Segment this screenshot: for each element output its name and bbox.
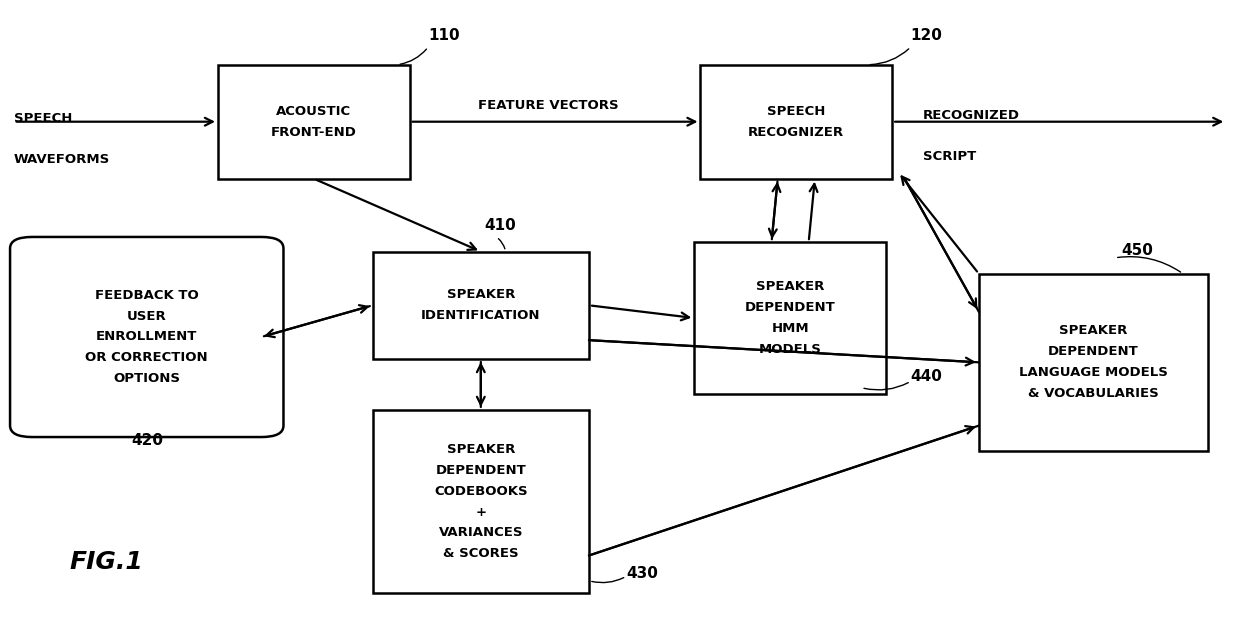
Text: 450: 450 — [1121, 243, 1153, 258]
Text: SCRIPT: SCRIPT — [923, 150, 976, 163]
Text: HMM: HMM — [771, 322, 808, 335]
Text: 120: 120 — [910, 27, 942, 43]
Bar — [372, 251, 589, 359]
Text: DEPENDENT: DEPENDENT — [435, 464, 526, 477]
Text: 430: 430 — [626, 566, 658, 581]
Text: IDENTIFICATION: IDENTIFICATION — [422, 309, 541, 322]
Text: DEPENDENT: DEPENDENT — [1048, 345, 1138, 358]
Text: RECOGNIZED: RECOGNIZED — [923, 109, 1021, 122]
Bar — [372, 410, 589, 593]
Text: CODEBOOKS: CODEBOOKS — [434, 485, 528, 498]
Text: 420: 420 — [131, 433, 164, 448]
Text: VARIANCES: VARIANCES — [439, 527, 523, 539]
Bar — [978, 273, 1208, 451]
Bar — [694, 242, 887, 394]
FancyArrowPatch shape — [864, 383, 908, 390]
FancyArrowPatch shape — [498, 238, 505, 249]
FancyArrowPatch shape — [591, 577, 624, 583]
Text: SPEAKER: SPEAKER — [756, 280, 825, 293]
Text: SPEAKER: SPEAKER — [446, 288, 515, 301]
Text: FEEDBACK TO: FEEDBACK TO — [95, 289, 198, 301]
Text: SPEECH: SPEECH — [768, 105, 826, 118]
Bar — [218, 65, 409, 179]
Text: ENROLLMENT: ENROLLMENT — [95, 331, 197, 343]
Text: 440: 440 — [910, 370, 942, 385]
FancyBboxPatch shape — [10, 237, 284, 437]
Text: & SCORES: & SCORES — [443, 548, 518, 560]
Text: 410: 410 — [484, 218, 516, 233]
Text: FRONT-END: FRONT-END — [270, 126, 357, 139]
Text: 110: 110 — [428, 27, 460, 43]
FancyArrowPatch shape — [1117, 257, 1180, 272]
Text: LANGUAGE MODELS: LANGUAGE MODELS — [1019, 366, 1168, 379]
Text: +: + — [475, 506, 486, 518]
Bar — [701, 65, 893, 179]
Text: MODELS: MODELS — [759, 343, 822, 356]
Text: OPTIONS: OPTIONS — [113, 372, 180, 385]
Text: WAVEFORMS: WAVEFORMS — [14, 153, 110, 166]
Text: OR CORRECTION: OR CORRECTION — [86, 352, 208, 364]
Text: SPEAKER: SPEAKER — [446, 443, 515, 456]
Text: SPEAKER: SPEAKER — [1059, 324, 1127, 338]
Text: DEPENDENT: DEPENDENT — [745, 301, 836, 314]
Text: RECOGNIZER: RECOGNIZER — [748, 126, 844, 139]
Text: USER: USER — [126, 310, 166, 322]
Text: FIG.1: FIG.1 — [69, 550, 144, 574]
Text: FEATURE VECTORS: FEATURE VECTORS — [477, 99, 619, 113]
FancyArrowPatch shape — [870, 49, 909, 65]
Text: ACOUSTIC: ACOUSTIC — [277, 105, 351, 118]
Text: & VOCABULARIES: & VOCABULARIES — [1028, 387, 1158, 400]
FancyArrowPatch shape — [401, 49, 427, 64]
Text: SPEECH: SPEECH — [14, 112, 72, 125]
